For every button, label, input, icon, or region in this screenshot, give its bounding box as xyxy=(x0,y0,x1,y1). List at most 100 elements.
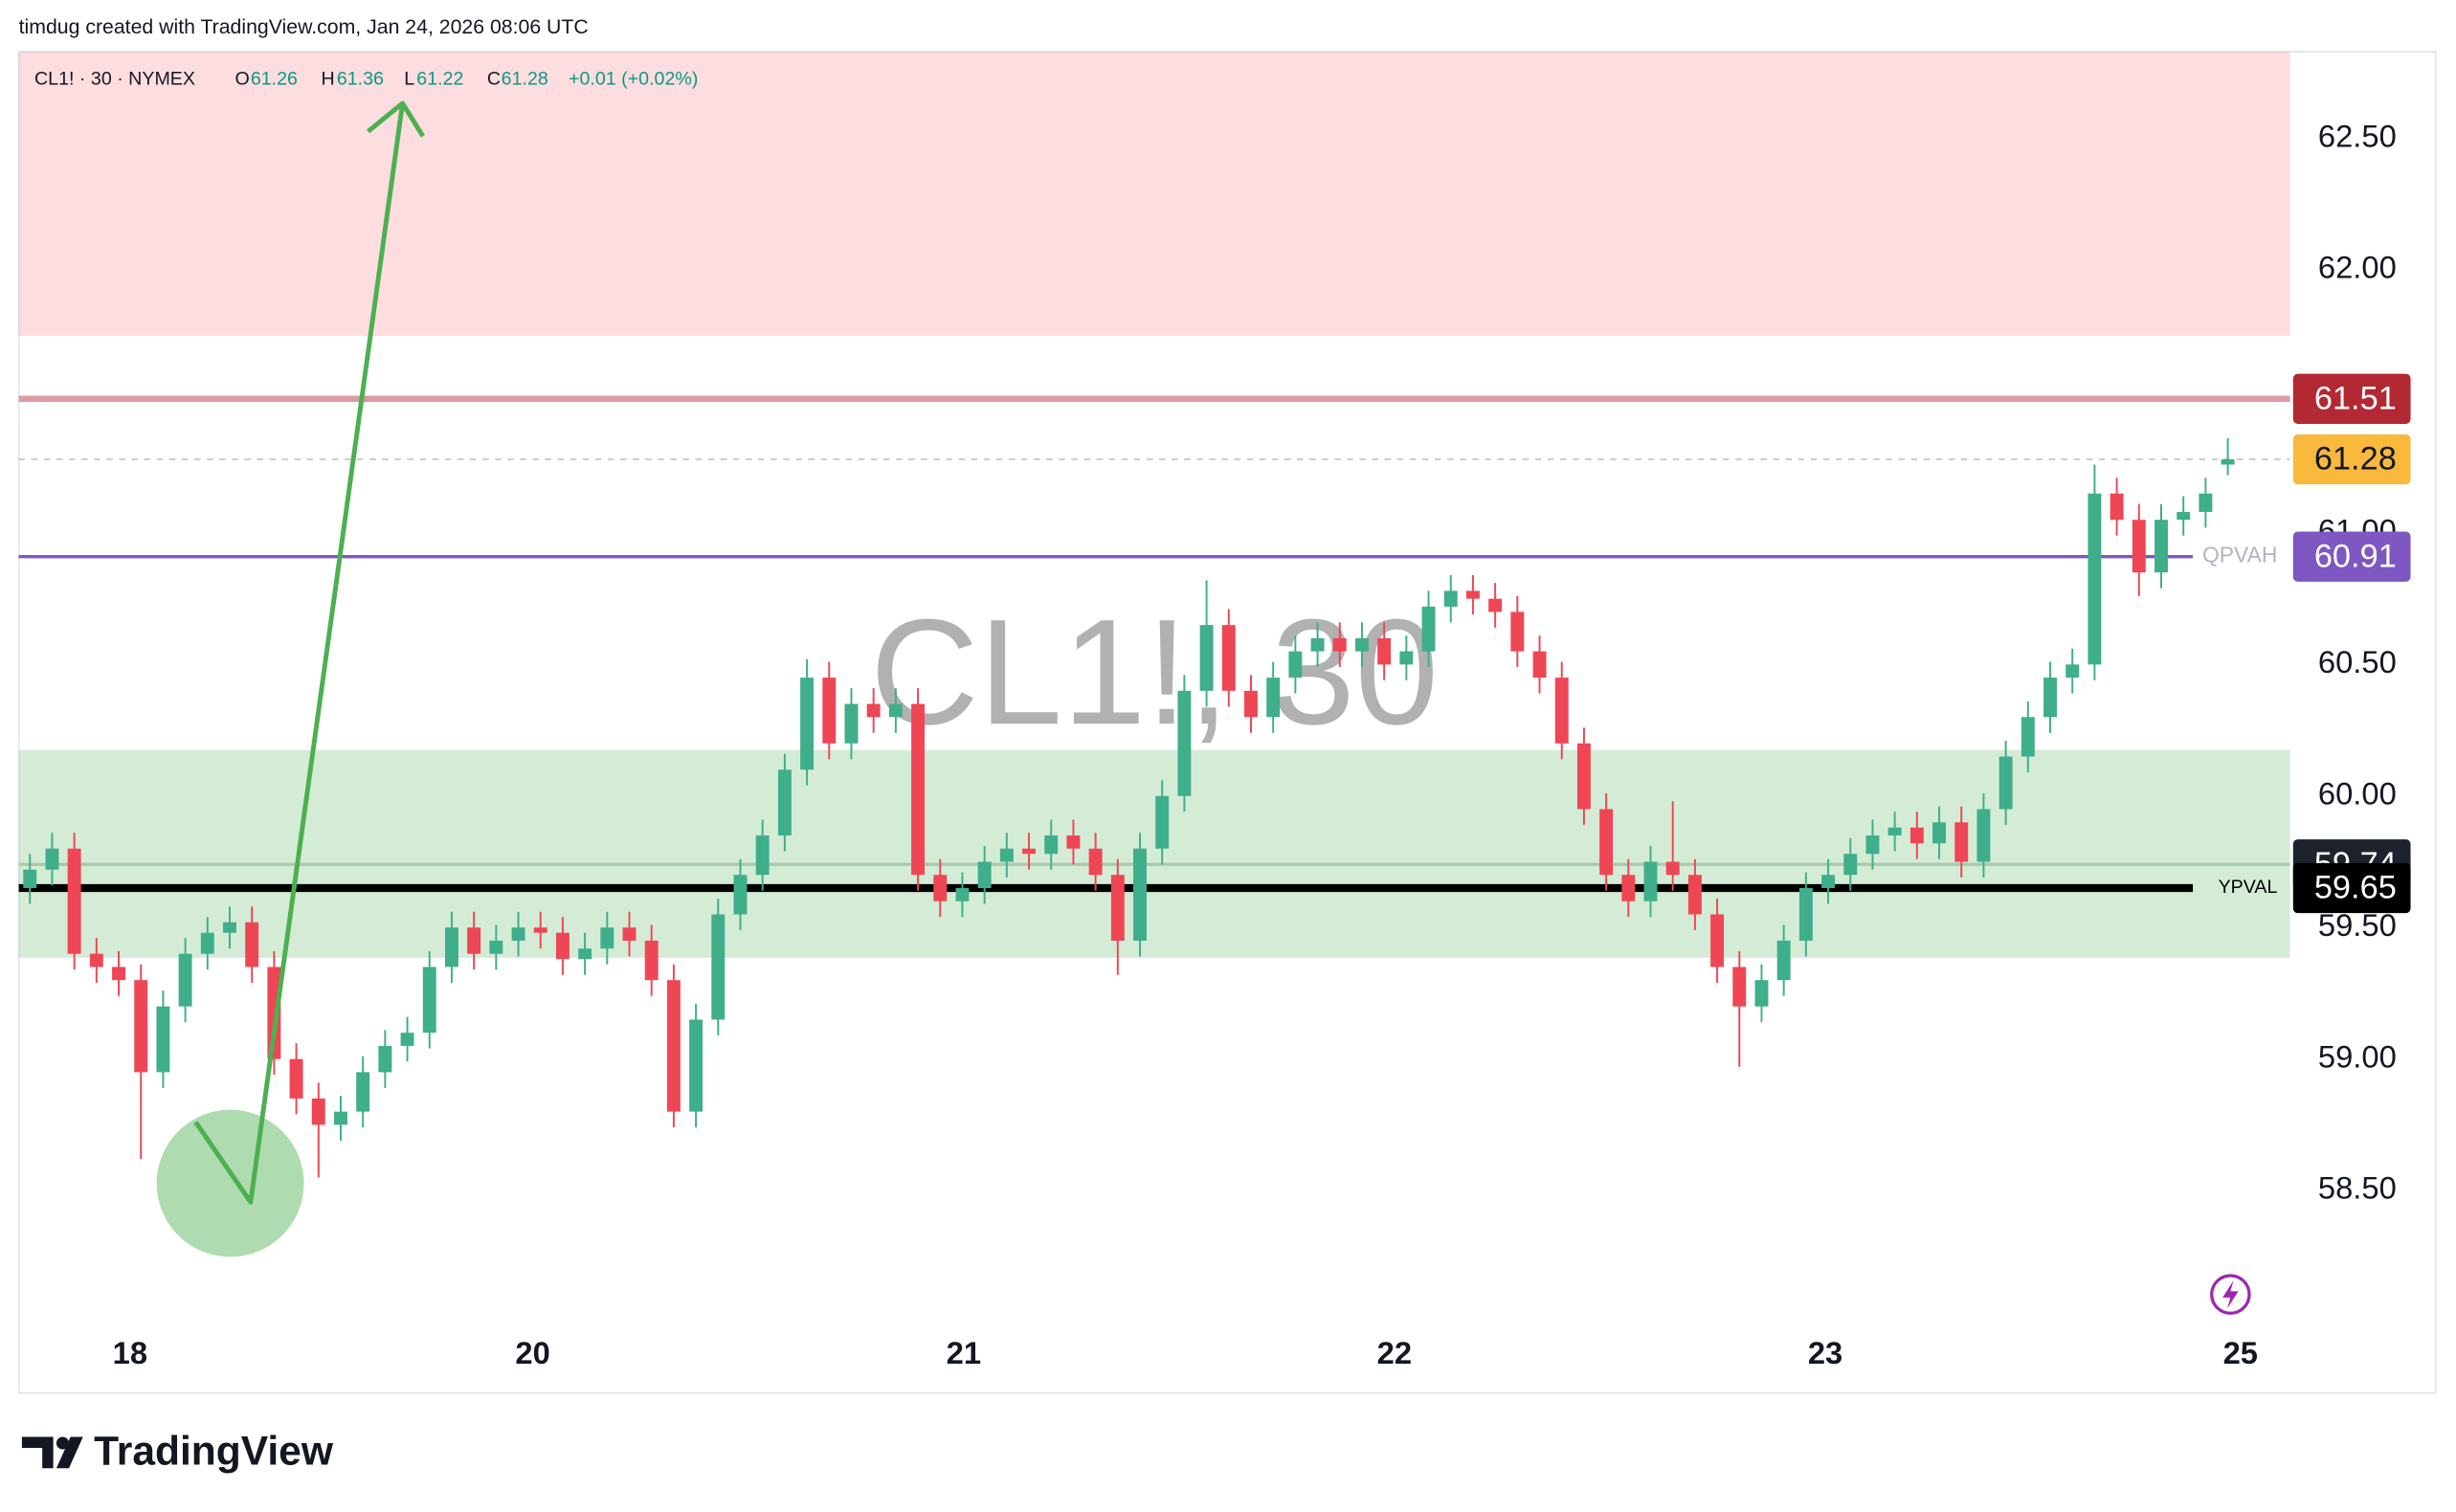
legend-symbol: CL1! · 30 · NYMEX xyxy=(34,69,195,90)
candle-body xyxy=(1133,848,1147,941)
candle-body xyxy=(977,861,992,888)
candle-body xyxy=(2088,493,2102,665)
candles xyxy=(23,438,2235,1178)
logo-mark-2 xyxy=(56,1436,70,1450)
candle-body xyxy=(1399,651,1414,665)
candle-body xyxy=(1421,606,1436,652)
candle-body xyxy=(1998,756,2013,810)
legend: CL1! · 30 · NYMEX O 61.26 H 61.36 L 61.2… xyxy=(34,69,698,90)
legend-low: 61.22 xyxy=(416,69,463,90)
candle-body xyxy=(1044,835,1059,855)
candle-body xyxy=(1332,637,1347,652)
x-tick-label: 22 xyxy=(1377,1335,1412,1370)
candle-body xyxy=(1554,678,1569,744)
candle-body xyxy=(1288,651,1303,678)
alert-bolt xyxy=(2222,1279,2239,1309)
y-tick-label: 60.50 xyxy=(2318,644,2397,679)
levels: QPVAH YPVAL xyxy=(18,395,2290,898)
candle-body xyxy=(1754,980,1769,1007)
candle-body xyxy=(200,932,214,954)
candle-body xyxy=(223,922,236,933)
logo-mark-1 xyxy=(21,1436,54,1469)
candle-body xyxy=(1687,875,1702,915)
zone xyxy=(18,51,2290,336)
candle-body xyxy=(1510,611,1525,652)
legend-close: 61.28 xyxy=(502,69,548,90)
candle-body xyxy=(67,848,81,954)
candle-body xyxy=(1088,848,1103,876)
candle-body xyxy=(2177,511,2191,521)
candle-body xyxy=(134,980,148,1073)
candle-body xyxy=(1377,637,1392,665)
candle-body xyxy=(2221,458,2235,465)
chart-frame xyxy=(17,51,2437,1394)
candle-body xyxy=(1443,590,1458,607)
candle-body xyxy=(999,848,1014,862)
candle-body xyxy=(2021,717,2035,757)
arrow-head xyxy=(367,100,425,138)
highlight-circle xyxy=(156,1109,304,1257)
legend-open-label: O xyxy=(234,69,249,90)
candle-body xyxy=(1066,835,1081,849)
candle-body xyxy=(1865,835,1880,855)
candle-body xyxy=(378,1045,392,1073)
watermark: CL1!, 30 xyxy=(870,589,1439,756)
candle-body xyxy=(178,953,192,1007)
candle-body xyxy=(711,914,726,1020)
y-tick-label: 62.00 xyxy=(2318,250,2397,285)
candle-body xyxy=(1821,875,1836,888)
candle-body xyxy=(844,703,859,744)
candle-body xyxy=(511,927,525,941)
candle-body xyxy=(911,703,926,876)
candle-body xyxy=(1266,678,1281,718)
candle-body xyxy=(888,703,903,718)
level-name: YPVAL xyxy=(2219,877,2278,898)
drawing-arrow xyxy=(156,100,425,1257)
candle-body xyxy=(933,875,948,901)
legend-low-label: L xyxy=(404,69,414,90)
candle-body xyxy=(444,927,458,967)
price-label-bg xyxy=(2292,862,2411,914)
candle-body xyxy=(1776,940,1791,981)
candle-body xyxy=(267,967,281,1059)
candle-body xyxy=(289,1058,303,1099)
legend-change: +0.01 (+0.02%) xyxy=(569,69,698,90)
price-label-bg xyxy=(2292,531,2411,582)
y-tick-label: 60.00 xyxy=(2318,775,2397,811)
candle-body xyxy=(489,940,503,954)
candle-body xyxy=(45,848,59,870)
candle-body xyxy=(1954,822,1969,862)
candle-body xyxy=(112,967,125,981)
alert-circle xyxy=(2210,1274,2251,1315)
price-label: 59.65 xyxy=(2314,870,2397,906)
candle-body xyxy=(578,948,592,960)
candle-body xyxy=(666,980,681,1112)
candle-body xyxy=(356,1072,370,1112)
candle-body xyxy=(733,875,748,915)
candle-body xyxy=(467,927,481,954)
candle-body xyxy=(311,1098,325,1125)
y-tick-label: 62.50 xyxy=(2318,118,2397,153)
candle-body xyxy=(1155,795,1170,849)
y-tick-label: 59.00 xyxy=(2318,1038,2397,1074)
logo-mark-3 xyxy=(56,1436,83,1469)
candle-body xyxy=(622,927,636,941)
candle-body xyxy=(1465,590,1480,599)
brand-logo xyxy=(21,1436,83,1469)
price-label: 61.28 xyxy=(2314,441,2397,478)
candle-body xyxy=(689,1019,703,1112)
candle-body xyxy=(1221,625,1236,691)
candle-body xyxy=(866,703,881,718)
candle-body xyxy=(422,967,436,1034)
candle-body xyxy=(245,922,259,967)
candle-body xyxy=(23,869,37,888)
candle-body xyxy=(2043,678,2057,718)
alert-icon[interactable] xyxy=(2210,1274,2251,1315)
candle-body xyxy=(1932,822,1947,844)
candle-body xyxy=(1244,690,1258,718)
candle-body xyxy=(1576,743,1591,810)
legend-high: 61.36 xyxy=(337,69,384,90)
x-tick-label: 25 xyxy=(2223,1335,2258,1370)
